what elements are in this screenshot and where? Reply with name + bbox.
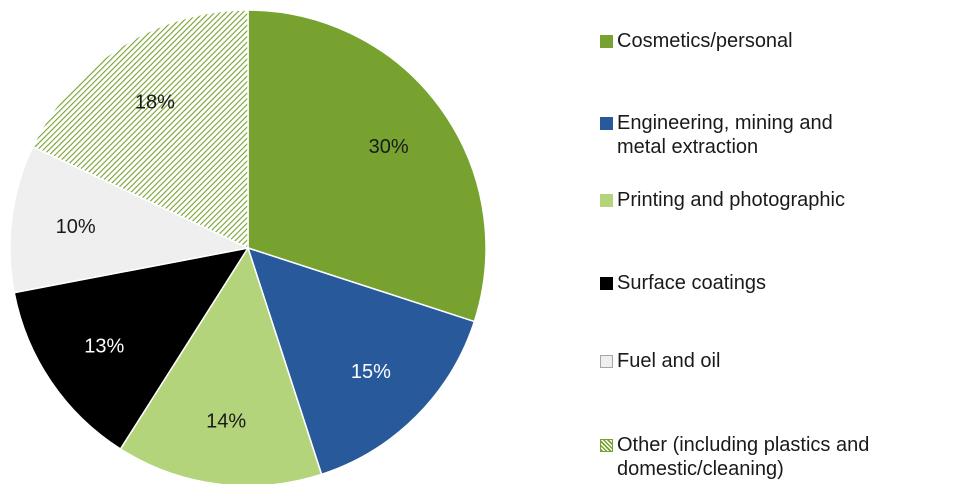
legend-swatch-4	[600, 355, 613, 368]
legend-item-5: Other (including plastics and domestic/c…	[600, 433, 869, 481]
slice-label-0: 30%	[369, 136, 409, 158]
slice-label-1: 15%	[351, 361, 391, 383]
pie-slice-2	[119, 246, 323, 484]
pie-slice-3	[13, 246, 250, 450]
legend-item-3: Surface coatings	[600, 271, 766, 295]
legend-label-1: Engineering, mining and metal extraction	[617, 112, 833, 158]
legend: Cosmetics/personal Engineering, mining an…	[600, 0, 966, 484]
legend-label-5: Other (including plastics and domestic/c…	[617, 434, 870, 480]
legend-swatch-0	[600, 35, 613, 48]
legend-item-2: Printing and photographic	[600, 188, 845, 212]
legend-item-1: Engineering, mining and metal extraction	[600, 111, 833, 159]
legend-swatch-5	[600, 439, 613, 452]
legend-swatch-3	[600, 277, 613, 290]
pie-slice-1	[246, 246, 476, 476]
legend-label-0: Cosmetics/personal	[617, 30, 793, 52]
pie-slice-0	[247, 9, 487, 323]
slice-label-3: 13%	[84, 336, 124, 358]
legend-label-3: Surface coatings	[617, 272, 766, 294]
legend-item-4: Fuel and oil	[600, 349, 720, 373]
legend-swatch-1	[600, 117, 613, 130]
pie-slice-5	[31, 9, 249, 250]
slice-label-2: 14%	[206, 410, 246, 432]
legend-item-0: Cosmetics/personal	[600, 29, 793, 53]
pie-slice-4	[9, 145, 251, 294]
slice-label-5: 18%	[135, 91, 175, 113]
legend-label-2: Printing and photographic	[617, 189, 845, 211]
pie-chart: 30% 15% 14% 13% 10% 18%	[9, 9, 487, 484]
slice-label-4: 10%	[56, 216, 96, 238]
legend-swatch-2	[600, 194, 613, 207]
legend-label-4: Fuel and oil	[617, 350, 721, 372]
